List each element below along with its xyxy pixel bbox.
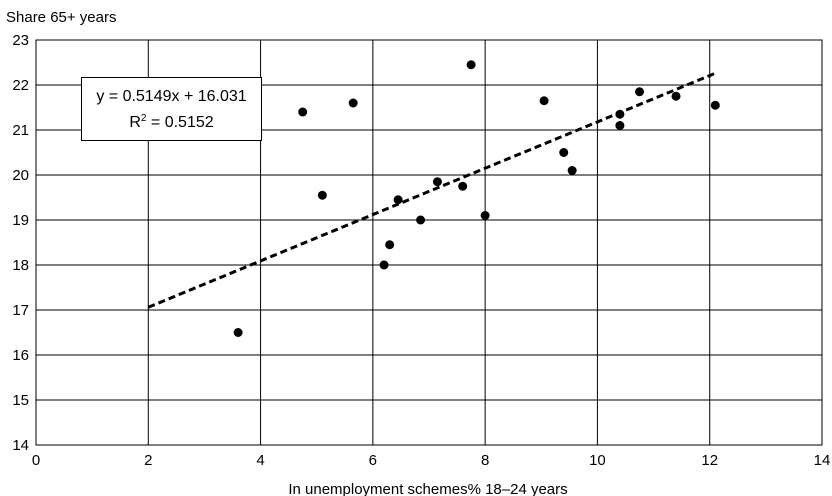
- y-tick-label: 20: [12, 167, 29, 184]
- x-tick-label: 6: [369, 452, 377, 469]
- x-tick-label: 14: [814, 452, 831, 469]
- data-point: [635, 87, 645, 97]
- data-point: [567, 166, 577, 175]
- plot-frame: [35, 39, 823, 446]
- data-point: [348, 98, 358, 108]
- data-point: [385, 240, 395, 250]
- regression-equation-box: y = 0.5149x + 16.031 R2 = 0.5152: [81, 77, 262, 141]
- regression-equation: y = 0.5149x + 16.031: [96, 88, 247, 105]
- tick-labels: 0 2 4 6 8 10 12 14 14 15 16 17 18 19 20 21 22 23: [12, 32, 830, 469]
- data-point: [466, 60, 476, 70]
- x-tick-label: 10: [589, 452, 606, 469]
- data-point: [416, 215, 426, 225]
- y-axis-title: Share 65+ years: [6, 9, 117, 26]
- data-point: [539, 96, 549, 106]
- data-point: [298, 107, 308, 117]
- data-point: [559, 148, 569, 157]
- y-tick-label: 16: [12, 347, 29, 364]
- x-tick-label: 0: [32, 452, 40, 469]
- x-tick-label: 12: [701, 452, 718, 469]
- data-point: [233, 328, 243, 337]
- data-point: [710, 100, 720, 110]
- y-tick-label: 21: [12, 122, 29, 139]
- data-points: [233, 60, 720, 337]
- data-point: [379, 260, 389, 270]
- x-tick-label: 8: [481, 452, 489, 469]
- y-tick-label: 19: [12, 212, 29, 229]
- r-squared: R2 = 0.5152: [129, 113, 214, 131]
- y-tick-label: 22: [12, 77, 29, 94]
- x-tick-label: 2: [144, 452, 152, 469]
- data-point: [317, 190, 327, 200]
- y-tick-label: 15: [12, 392, 29, 409]
- data-point: [432, 177, 442, 187]
- x-tick-label: 4: [256, 452, 264, 469]
- y-tick-label: 17: [12, 302, 29, 319]
- data-point: [671, 91, 681, 101]
- data-point: [615, 121, 625, 130]
- y-tick-label: 23: [12, 32, 29, 49]
- y-tick-label: 14: [12, 437, 29, 454]
- data-point: [393, 195, 403, 205]
- data-point: [458, 181, 468, 191]
- y-tick-label: 18: [12, 257, 29, 274]
- data-point: [480, 211, 490, 220]
- data-point: [615, 109, 625, 119]
- x-axis-title: In unemployment schemes% 18–24 years: [288, 481, 567, 496]
